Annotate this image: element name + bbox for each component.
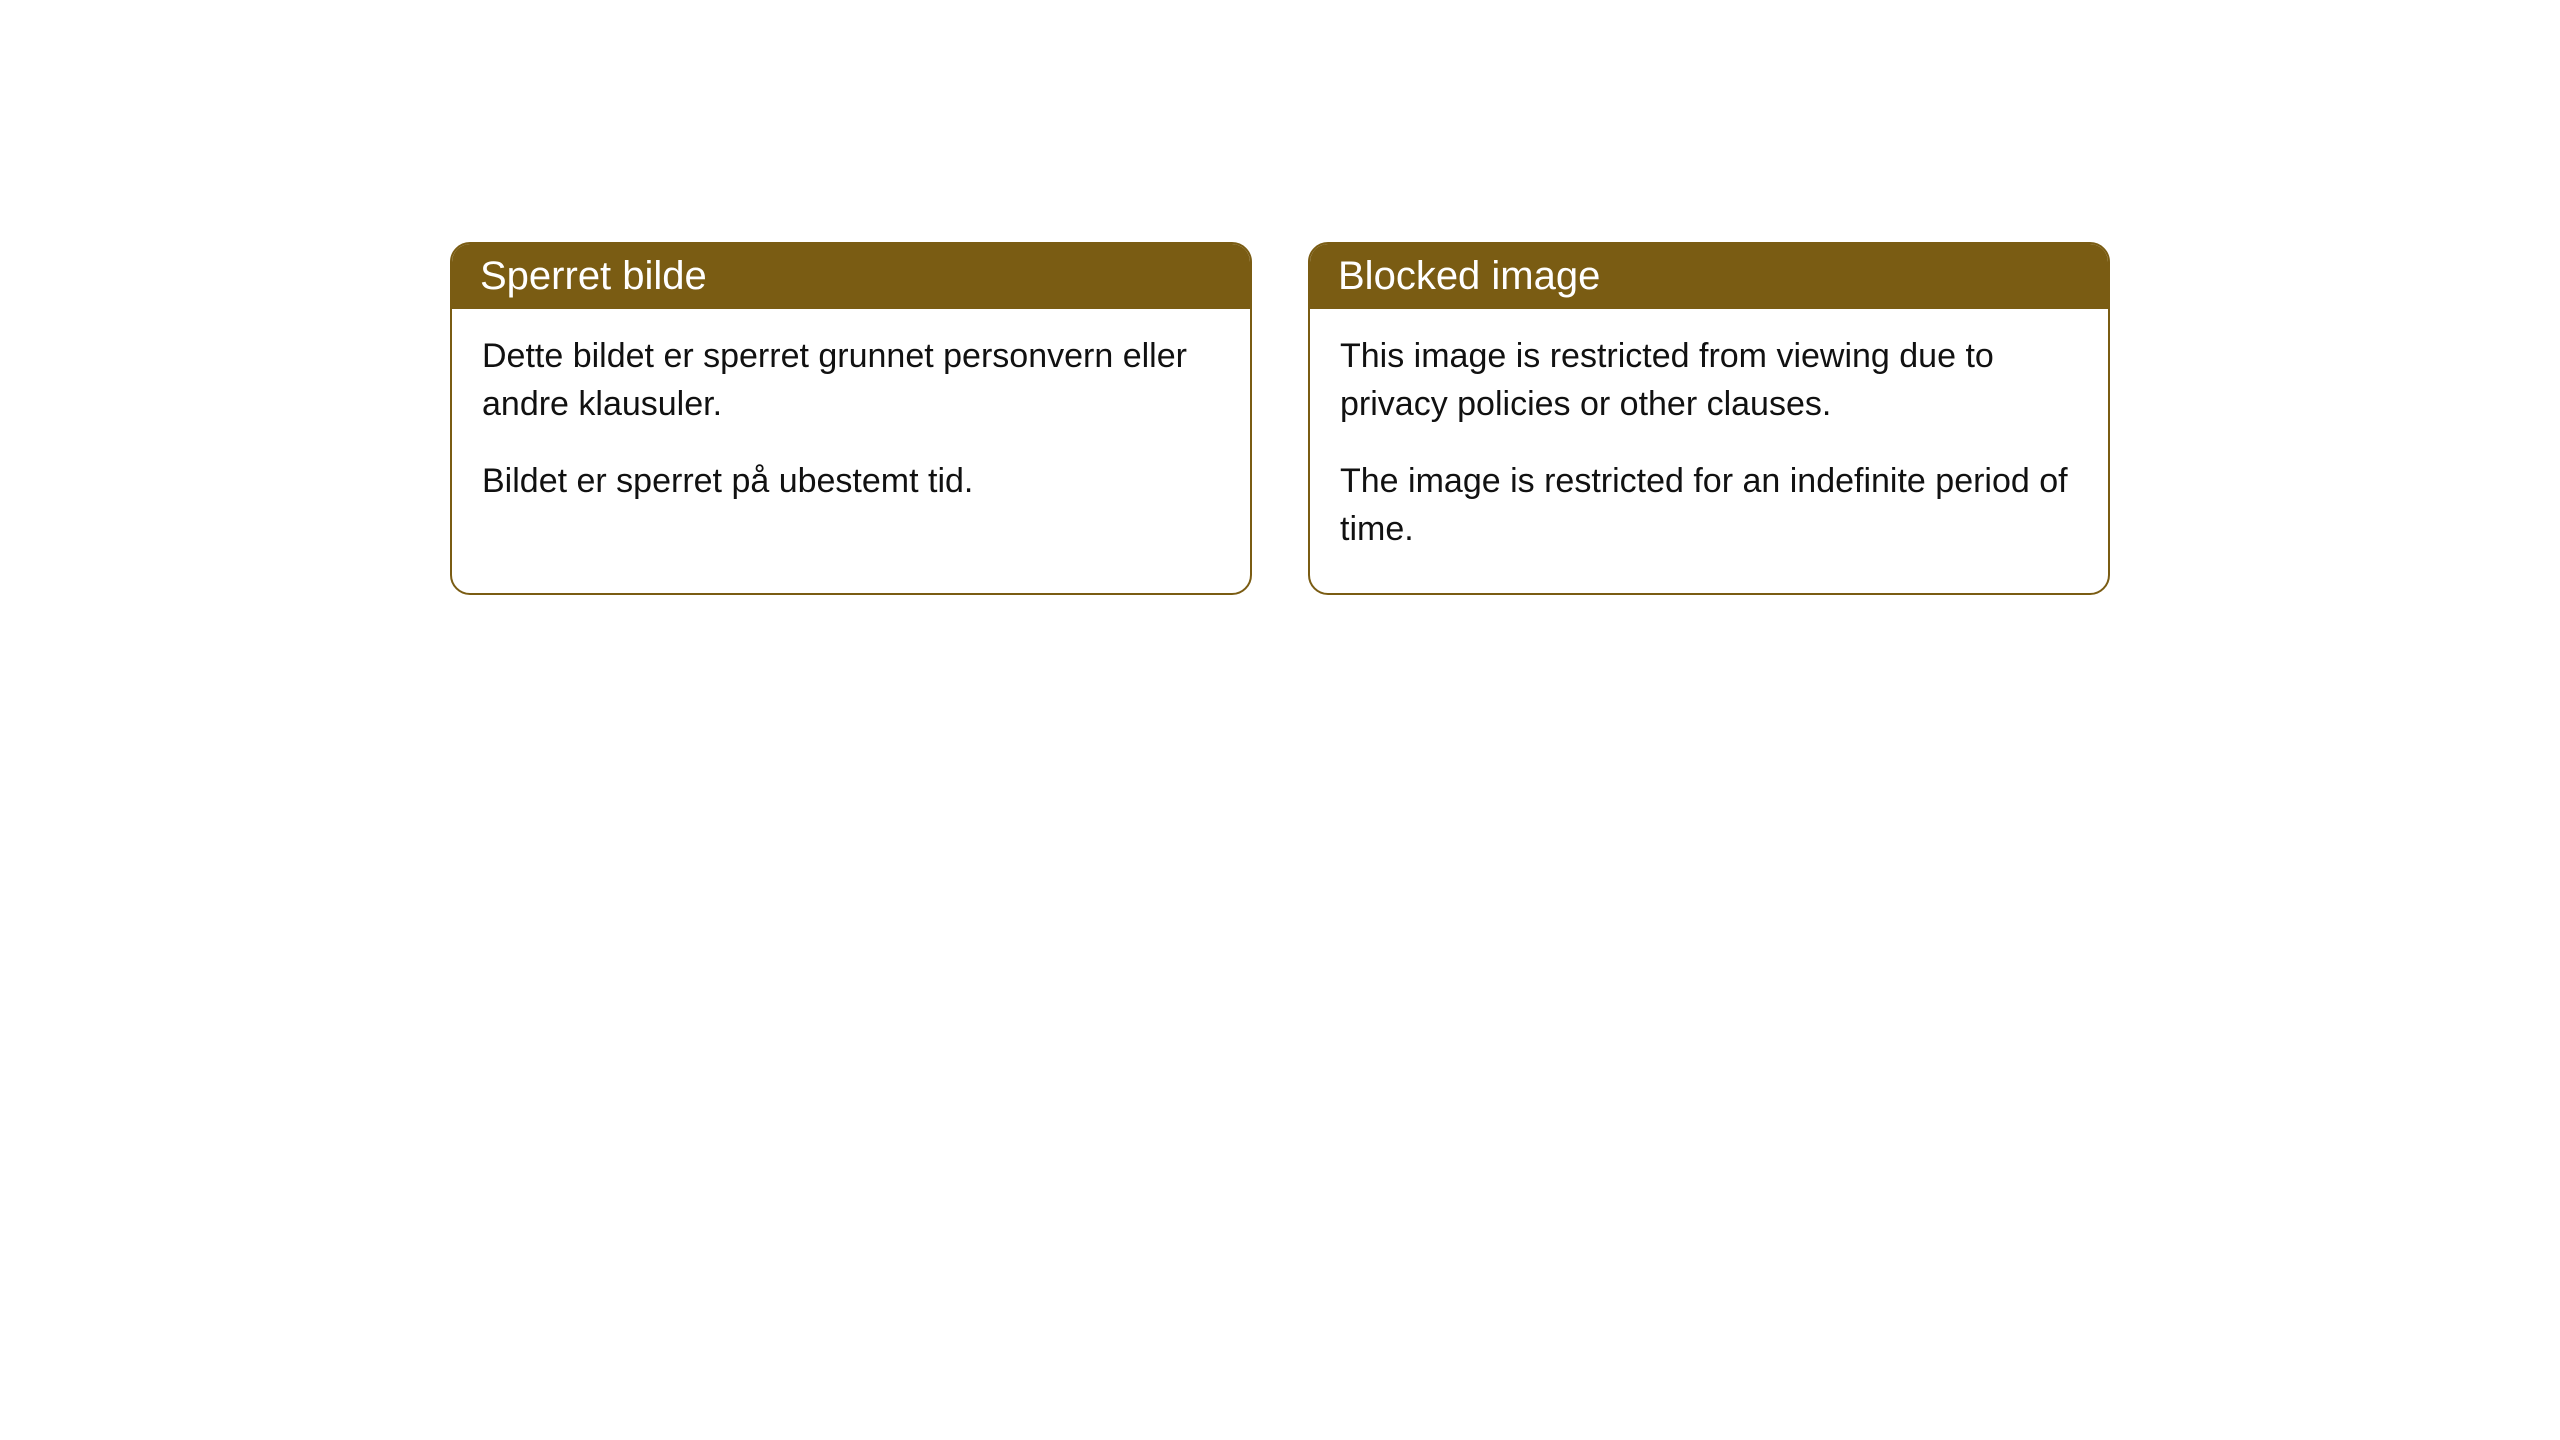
card-header-english: Blocked image — [1310, 244, 2108, 309]
notice-card-norwegian: Sperret bilde Dette bildet er sperret gr… — [450, 242, 1252, 595]
card-header-norwegian: Sperret bilde — [452, 244, 1250, 309]
card-title: Sperret bilde — [480, 254, 707, 298]
notice-cards-container: Sperret bilde Dette bildet er sperret gr… — [450, 242, 2110, 595]
card-body-norwegian: Dette bildet er sperret grunnet personve… — [452, 309, 1250, 546]
card-title: Blocked image — [1338, 254, 1600, 298]
card-paragraph: The image is restricted for an indefinit… — [1340, 458, 2078, 553]
card-paragraph: Dette bildet er sperret grunnet personve… — [482, 333, 1220, 428]
card-paragraph: This image is restricted from viewing du… — [1340, 333, 2078, 428]
notice-card-english: Blocked image This image is restricted f… — [1308, 242, 2110, 595]
card-paragraph: Bildet er sperret på ubestemt tid. — [482, 458, 1220, 506]
card-body-english: This image is restricted from viewing du… — [1310, 309, 2108, 593]
